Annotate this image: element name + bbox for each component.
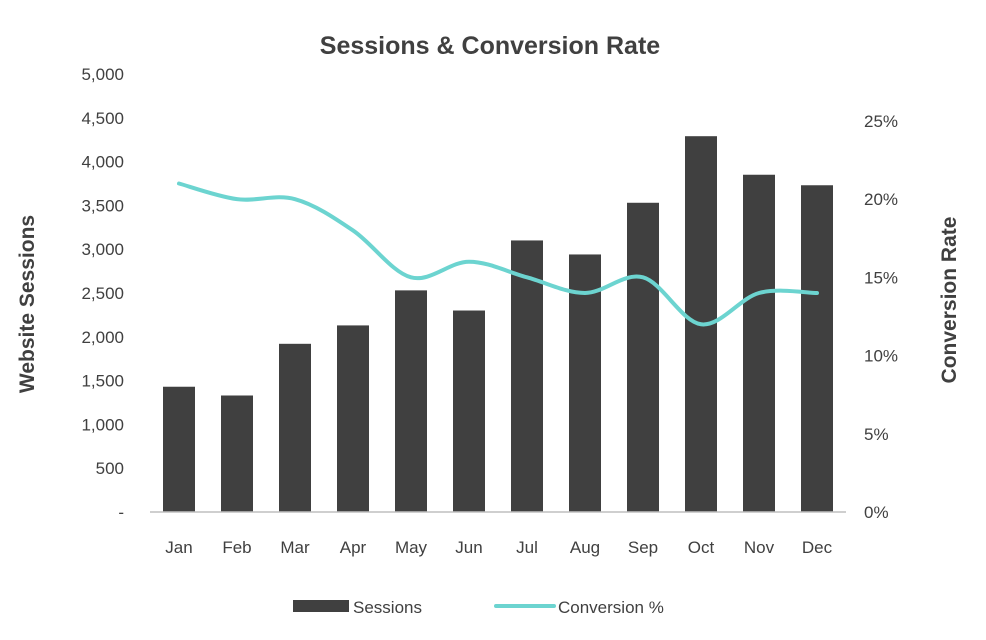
bar-may <box>395 290 427 512</box>
bar-jul <box>511 240 543 512</box>
y-tick-label: 3,500 <box>81 196 124 215</box>
y-tick-label: 5,000 <box>81 65 124 84</box>
x-tick-label: Apr <box>340 538 367 557</box>
y2-tick-label: 5% <box>864 425 889 444</box>
y-tick-label: 3,000 <box>81 240 124 259</box>
x-tick-label: Sep <box>628 538 658 557</box>
y-tick-label: - <box>118 503 124 522</box>
x-tick-label: May <box>395 538 428 557</box>
y2-axis-title: Conversion Rate <box>938 217 961 384</box>
bar-aug <box>569 254 601 512</box>
y2-tick-label: 20% <box>864 190 898 209</box>
y-tick-label: 500 <box>96 459 124 478</box>
x-axis-ticks: Jan Feb Mar Apr May Jun Jul Aug Sep Oct Nov Dec <box>165 538 832 557</box>
chart-title: Sessions & Conversion Rate <box>320 32 660 60</box>
x-tick-label: Jul <box>516 538 538 557</box>
bar-jun <box>453 310 485 512</box>
y-tick-label: 4,000 <box>81 153 124 172</box>
y2-axis-ticks: 0% 5% 10% 15% 20% 25% <box>864 112 898 522</box>
y-tick-label: 1,000 <box>81 415 124 434</box>
y-tick-label: 1,500 <box>81 372 124 391</box>
bar-nov <box>743 174 775 513</box>
bar-dec <box>801 185 833 512</box>
bar-sep <box>627 202 659 512</box>
y-tick-label: 2,500 <box>81 284 124 303</box>
y-tick-label: 2,000 <box>81 328 124 347</box>
x-tick-label: Feb <box>222 538 251 557</box>
line-series-conversion <box>177 181 819 327</box>
y-axis-ticks: - 500 1,000 1,500 2,000 2,500 3,000 3,500 4,000 4… <box>81 65 124 522</box>
legend-label-conversion: Conversion % <box>558 598 664 617</box>
x-tick-label: Nov <box>744 538 775 557</box>
bar-feb <box>221 395 253 512</box>
x-tick-label: Jun <box>455 538 482 557</box>
y-tick-label: 4,500 <box>81 109 124 128</box>
legend-swatch-sessions <box>293 600 349 612</box>
y2-tick-label: 15% <box>864 268 898 287</box>
x-tick-label: Oct <box>688 538 715 557</box>
legend-label-sessions: Sessions <box>353 598 422 617</box>
x-tick-label: Dec <box>802 538 833 557</box>
x-tick-label: Mar <box>280 538 310 557</box>
x-tick-label: Aug <box>570 538 600 557</box>
y2-tick-label: 10% <box>864 347 898 366</box>
x-tick-label: Jan <box>165 538 192 557</box>
bar-apr <box>337 325 369 512</box>
y-axis-title: Website Sessions <box>16 215 39 393</box>
bar-series-sessions <box>163 136 833 513</box>
y2-tick-label: 25% <box>864 112 898 131</box>
legend: Sessions Conversion % <box>293 598 664 617</box>
y2-tick-label: 0% <box>864 503 889 522</box>
bar-jan <box>163 386 195 512</box>
bar-mar <box>279 343 311 512</box>
